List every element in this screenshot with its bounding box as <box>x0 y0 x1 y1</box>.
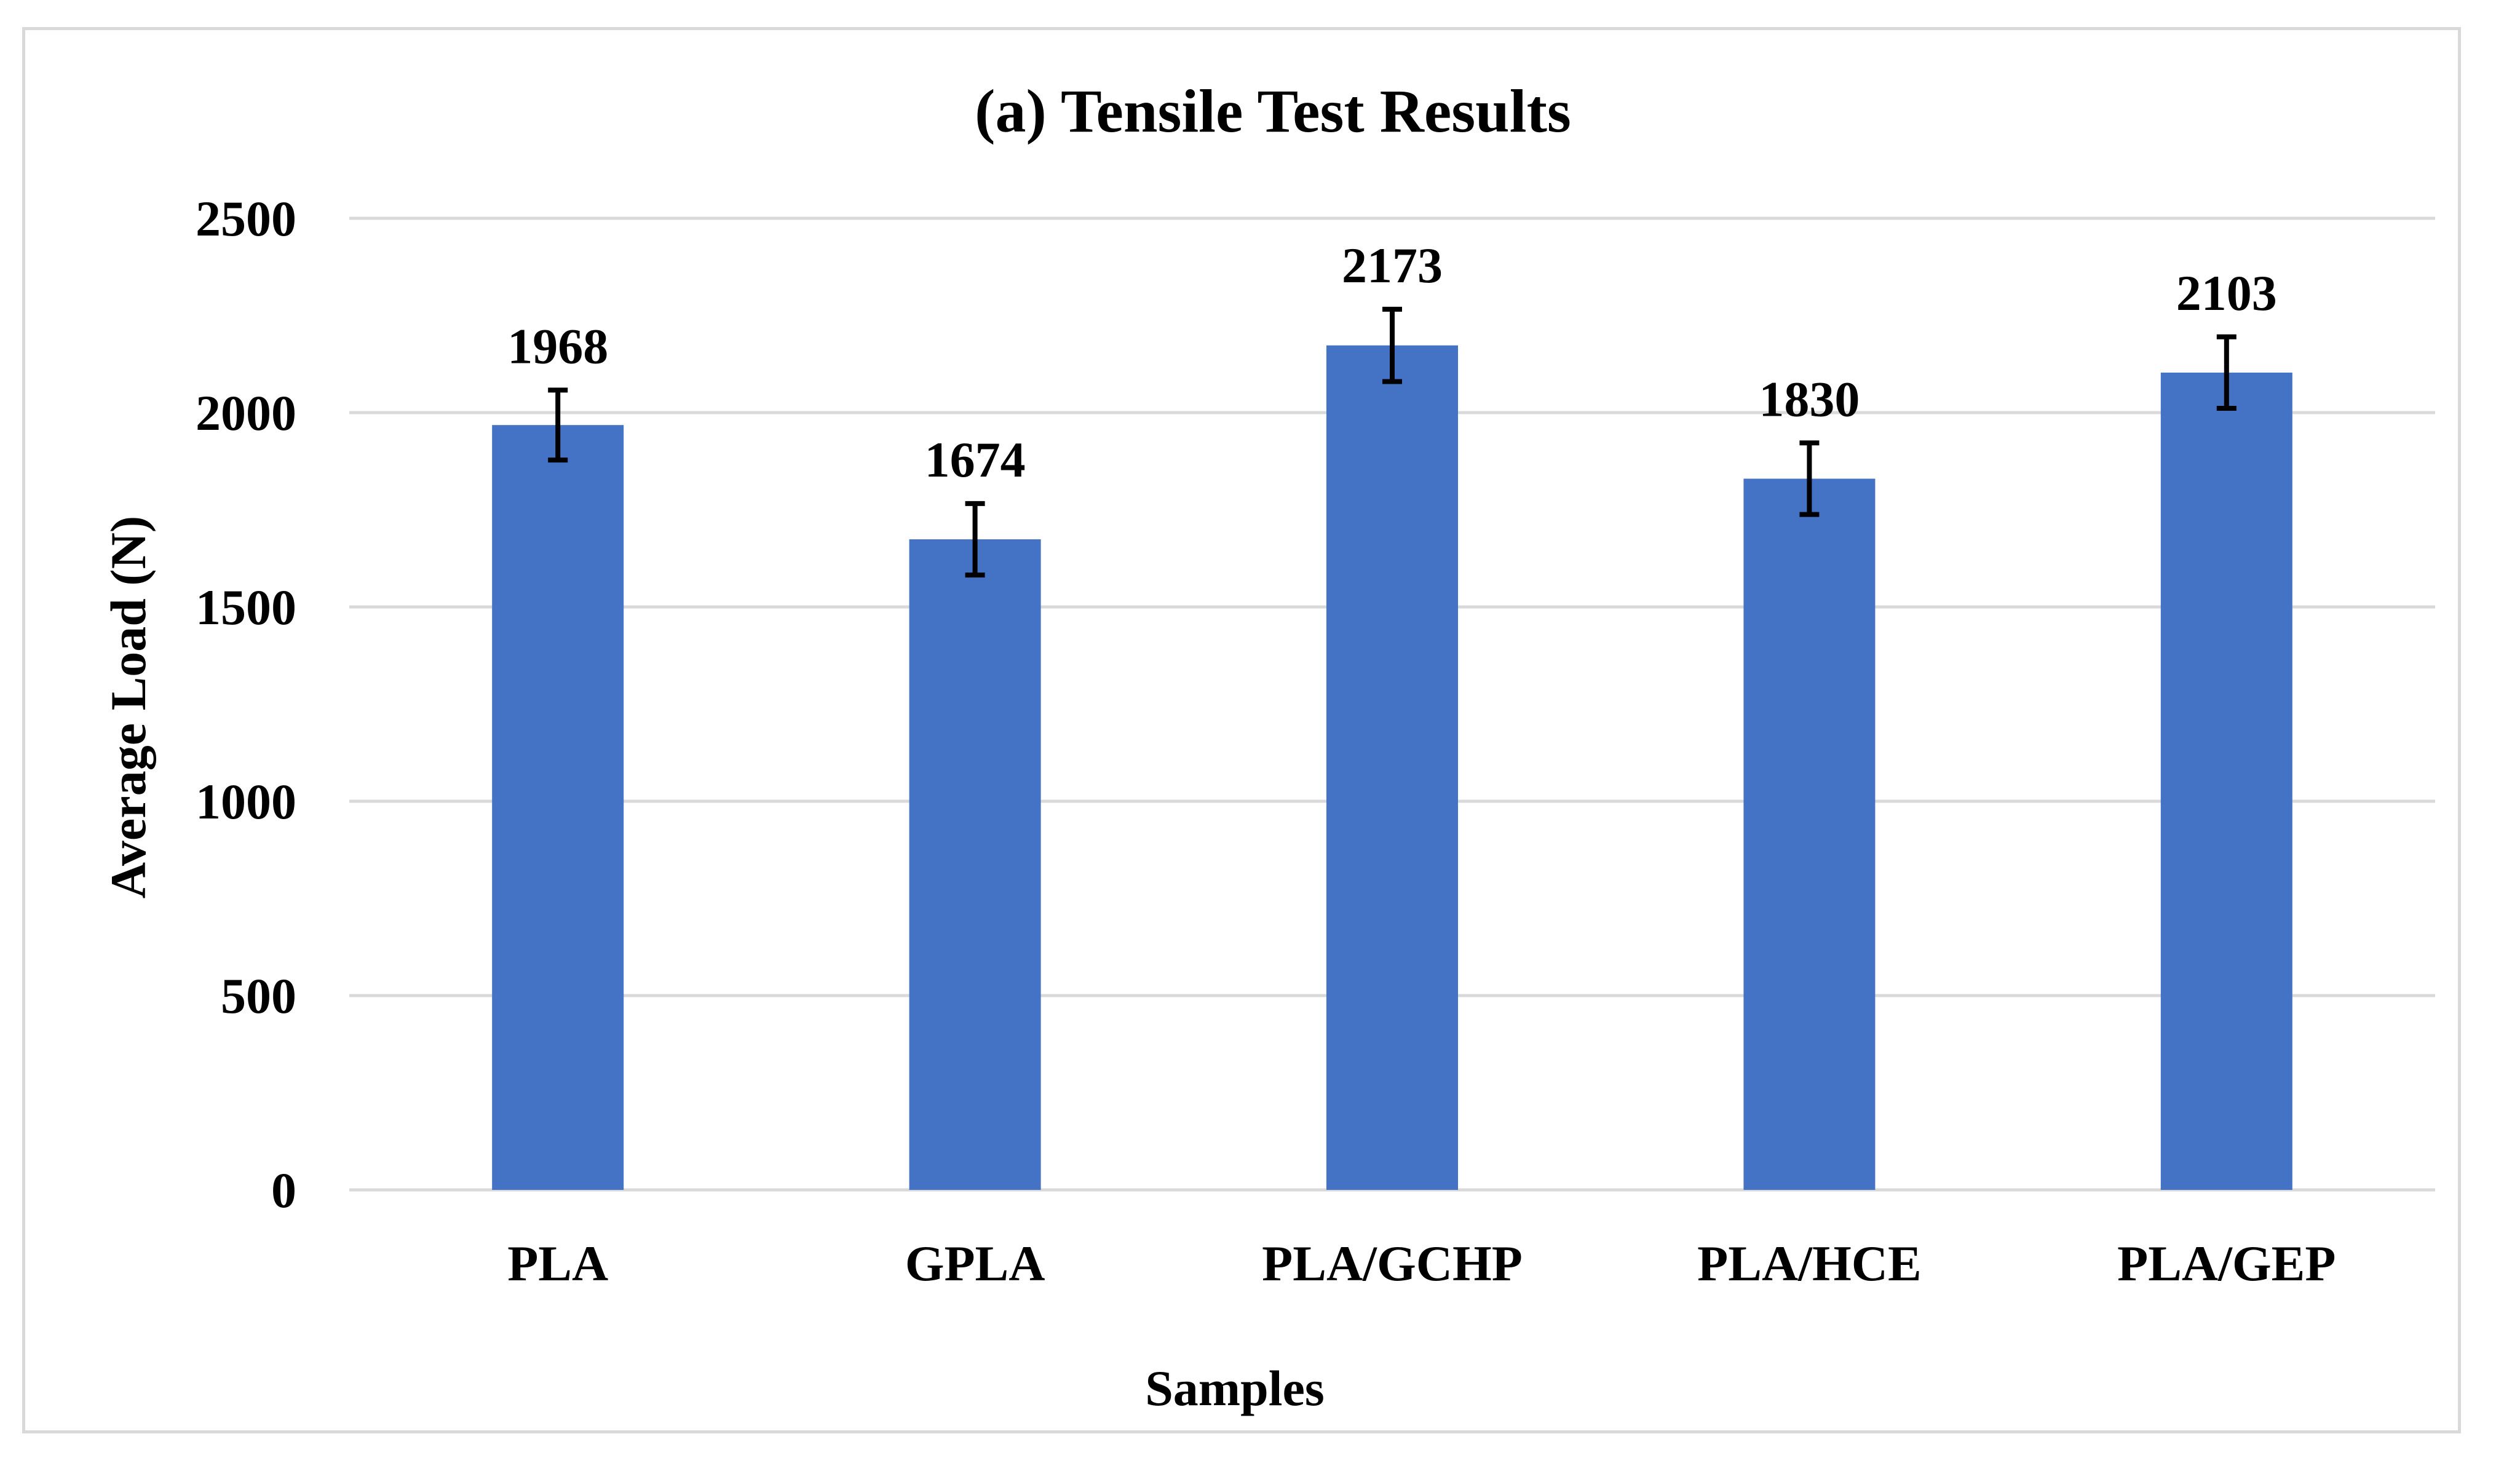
data-label: 1968 <box>507 318 608 374</box>
chart-title: (a) Tensile Test Results <box>975 77 1571 145</box>
y-tick-label: 2000 <box>196 385 296 441</box>
bar <box>1326 345 1458 1190</box>
x-axis-title: Samples <box>1145 1360 1325 1416</box>
bars <box>492 345 2292 1191</box>
y-tick-label: 1500 <box>196 579 296 635</box>
y-axis-title: Average Load (N) <box>100 516 156 898</box>
bar <box>1743 478 1876 1191</box>
y-axis-tick-labels: 0 500 1000 1500 2000 2500 <box>196 191 296 1218</box>
x-tick-label: PLA/GCHP <box>1262 1235 1523 1291</box>
x-tick-label: GPLA <box>905 1235 1045 1291</box>
data-label: 1830 <box>1759 371 1860 427</box>
bar <box>2160 372 2292 1190</box>
x-tick-label: PLA/HCE <box>1697 1235 1921 1291</box>
y-tick-label: 2500 <box>196 191 296 247</box>
x-tick-label: PLA <box>507 1235 608 1291</box>
error-bars <box>548 306 2237 578</box>
bar <box>909 539 1041 1190</box>
y-tick-label: 1000 <box>196 774 296 830</box>
x-tick-label: PLA/GEP <box>2117 1235 2336 1291</box>
data-label: 2173 <box>1342 237 1443 293</box>
bar <box>492 425 624 1190</box>
data-label: 2103 <box>2176 265 2277 321</box>
data-label: 1674 <box>925 432 1026 488</box>
y-tick-label: 0 <box>271 1162 296 1218</box>
x-axis-tick-labels: PLA GPLA PLA/GCHP PLA/HCE PLA/GEP <box>507 1235 2336 1291</box>
y-tick-label: 500 <box>221 968 296 1024</box>
data-labels: 1968 1674 2173 1830 2103 <box>507 237 2277 488</box>
chart-area <box>22 27 2461 1433</box>
